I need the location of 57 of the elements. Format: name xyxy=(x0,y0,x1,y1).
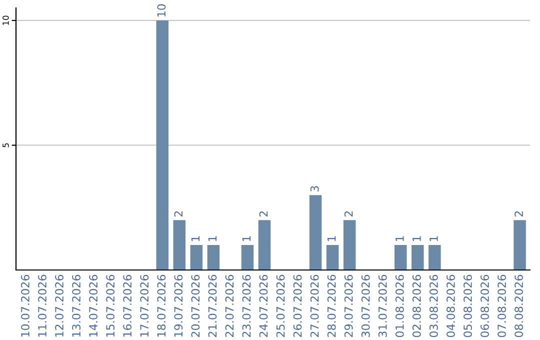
bar xyxy=(428,245,441,270)
bar xyxy=(514,220,526,270)
x-tick-label: 10.07.2026 xyxy=(21,274,30,337)
x-tick-label: 12.07.2026 xyxy=(55,274,64,337)
data-label: 1 xyxy=(396,236,404,242)
x-tick-label: 24.07.2026 xyxy=(259,274,268,337)
data-label: 1 xyxy=(191,236,200,242)
x-tick-label: 11.07.2026 xyxy=(38,274,46,337)
bar xyxy=(173,220,186,270)
x-tick-label: 04.08.2026 xyxy=(446,274,455,338)
x-tick-label: 21.07.2026 xyxy=(208,274,217,337)
bar xyxy=(156,20,168,270)
data-label: 1 xyxy=(328,236,336,242)
x-tick-label: 20.07.2026 xyxy=(191,274,200,337)
x-tick-label: 28.07.2026 xyxy=(327,274,336,337)
data-label: 1 xyxy=(242,236,251,242)
data-label: 2 xyxy=(174,211,182,217)
x-tick-label: 16.07.2026 xyxy=(123,274,132,337)
x-tick-label: 06.08.2026 xyxy=(480,274,489,338)
x-tick-label: 29.07.2026 xyxy=(344,274,353,337)
x-tick-label: 02.08.2026 xyxy=(412,274,421,338)
bar xyxy=(394,245,407,270)
x-tick-label: 26.07.2026 xyxy=(293,274,302,337)
bar xyxy=(207,245,220,270)
x-tick-label: 25.07.2026 xyxy=(276,274,285,337)
data-label: 1 xyxy=(412,236,421,242)
x-tick-label: 08.08.2026 xyxy=(514,274,524,338)
data-label: 3 xyxy=(310,186,319,192)
x-tick-label: 30.07.2026 xyxy=(361,274,370,337)
x-tick-label: 13.07.2026 xyxy=(72,274,80,337)
x-tick-label: 01.08.2026 xyxy=(395,274,404,338)
x-tick-label: 23.07.2026 xyxy=(242,274,251,337)
x-tick-label: 27.07.2026 xyxy=(310,274,319,337)
data-label: 2 xyxy=(344,211,353,217)
bar xyxy=(258,220,271,270)
data-label: 2 xyxy=(259,211,268,217)
x-tick-label: 03.08.2026 xyxy=(430,274,438,338)
x-tick-label: 14.07.2026 xyxy=(89,274,98,337)
x-tick-label: 31.07.2026 xyxy=(378,274,387,337)
data-label: 2 xyxy=(514,211,523,217)
x-tick-label: 15.07.2026 xyxy=(106,274,115,337)
x-tick-label: 17.07.2026 xyxy=(140,274,149,337)
x-tick-label: 22.07.2026 xyxy=(225,274,234,337)
x-tick-label: 19.07.2026 xyxy=(174,274,183,337)
bar xyxy=(412,245,424,270)
y-tick-label: 5 xyxy=(2,143,9,148)
data-label: 10 xyxy=(157,4,166,16)
bar xyxy=(343,220,356,270)
bar xyxy=(241,245,254,270)
bar xyxy=(190,245,203,270)
bar xyxy=(309,195,322,270)
x-tick-label: 07.08.2026 xyxy=(498,274,506,338)
data-label: 1 xyxy=(208,236,216,242)
x-tick-label: 18.07.2026 xyxy=(157,274,166,337)
bar xyxy=(326,245,339,270)
data-label: 1 xyxy=(430,236,438,242)
x-tick-label: 05.08.2026 xyxy=(464,274,472,338)
